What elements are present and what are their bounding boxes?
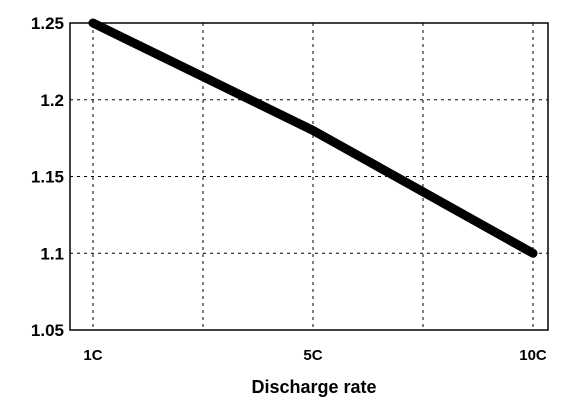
x-tick-label: 10C bbox=[519, 347, 547, 364]
plot-area-frame bbox=[69, 22, 549, 331]
series-layer bbox=[88, 18, 538, 258]
y-tick-label: 1.15 bbox=[31, 168, 64, 187]
x-tick-label: 1C bbox=[83, 347, 102, 364]
y-tick-label: 1.25 bbox=[31, 14, 64, 33]
y-tick-label: 1.2 bbox=[40, 91, 64, 110]
y-tick-label: 1.05 bbox=[31, 321, 64, 340]
y-axis-tick-labels: 1.05 1.1 1.15 1.2 1.25 bbox=[31, 14, 64, 340]
grid-lines bbox=[70, 23, 548, 330]
x-tick-label: 5C bbox=[303, 347, 322, 364]
x-axis-title: Discharge rate bbox=[251, 377, 376, 397]
series-line bbox=[88, 18, 538, 258]
x-axis-tick-labels: 1C 5C 10C bbox=[83, 347, 547, 364]
y-tick-label: 1.1 bbox=[40, 244, 64, 263]
